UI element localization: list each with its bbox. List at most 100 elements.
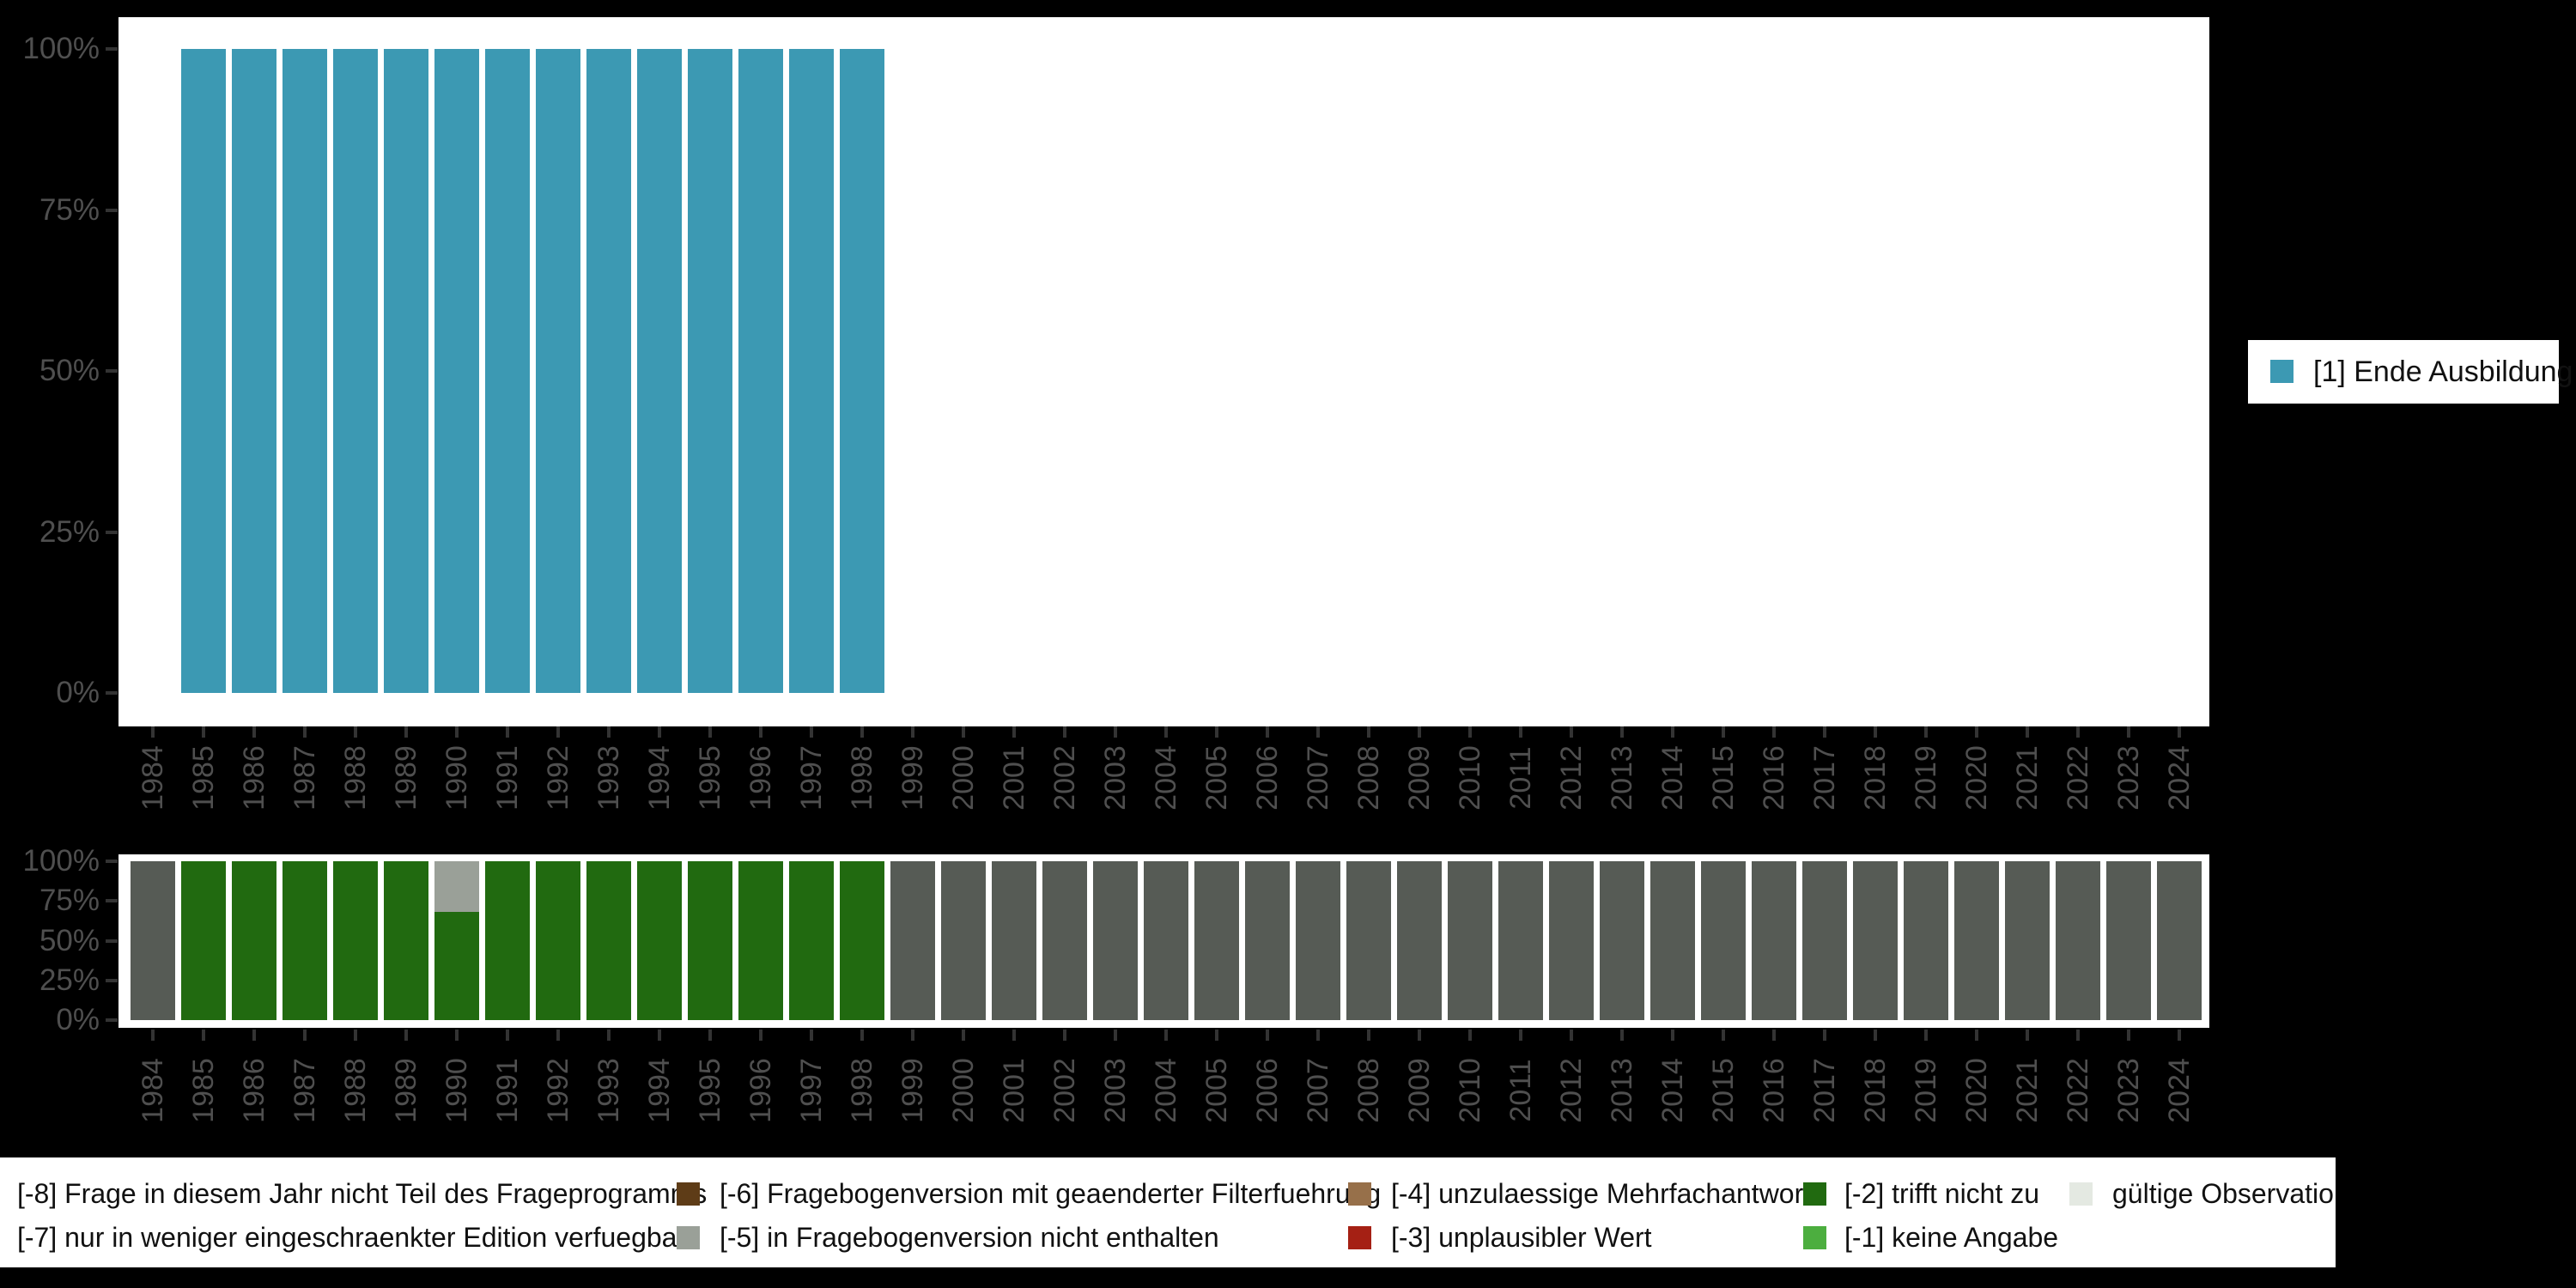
missing-bar-segment-1985 <box>181 861 226 1020</box>
legend-swatch <box>677 1225 700 1249</box>
missing-bar-segment-2018 <box>1853 861 1898 1020</box>
x-tick-label: 2010 <box>1454 1058 1486 1123</box>
x-tick <box>151 1030 155 1041</box>
x-tick-label: 2011 <box>1504 746 1537 810</box>
value-bar-1989 <box>384 49 428 693</box>
legend-label: [-5] in Fragebogenversion nicht enthalte… <box>720 1222 1219 1253</box>
missing-bar-segment-2014 <box>1650 861 1695 1020</box>
missing-bar-segment-2000 <box>941 861 986 1020</box>
x-tick-label: 2003 <box>1099 1058 1132 1123</box>
x-tick <box>556 726 560 738</box>
x-tick <box>303 1030 307 1041</box>
y-tick-label: 75% <box>39 884 100 918</box>
x-tick <box>759 726 762 738</box>
x-tick-label: 2010 <box>1454 745 1486 811</box>
missing-bar-segment-2011 <box>1498 861 1543 1020</box>
value-bar-1990 <box>434 49 479 693</box>
x-tick <box>810 1030 813 1041</box>
x-tick <box>1570 726 1573 738</box>
x-tick-label: 1985 <box>187 1058 220 1123</box>
x-tick-label: 2024 <box>2163 1058 2196 1123</box>
missing-bar-segment-2010 <box>1448 861 1492 1020</box>
x-tick <box>2178 1030 2181 1041</box>
x-tick-label: 2018 <box>1859 745 1892 811</box>
x-tick-label: 2005 <box>1200 745 1233 811</box>
x-tick-label: 1998 <box>846 1058 878 1123</box>
x-tick <box>151 726 155 738</box>
x-tick-label: 1990 <box>440 745 473 811</box>
x-tick-label: 2012 <box>1555 1058 1588 1123</box>
x-tick <box>708 726 712 738</box>
x-tick <box>354 1030 357 1041</box>
x-tick-label: 2019 <box>1910 1058 1942 1123</box>
x-tick-label: 2023 <box>2112 745 2145 811</box>
y-tick <box>106 1018 118 1022</box>
x-tick-label: 1986 <box>238 745 270 811</box>
x-tick-label: 2016 <box>1758 745 1790 811</box>
x-tick <box>1012 1030 1016 1041</box>
y-tick-label: 50% <box>39 923 100 957</box>
x-tick-label: 1996 <box>744 745 777 811</box>
missing-bar-segment-2005 <box>1194 861 1239 1020</box>
x-tick <box>911 1030 914 1041</box>
x-tick-label: 2022 <box>2062 745 2094 811</box>
x-tick <box>1316 726 1320 738</box>
x-tick <box>252 1030 256 1041</box>
x-tick <box>2178 726 2181 738</box>
x-tick-label: 1994 <box>643 745 676 811</box>
value-bar-1998 <box>840 49 884 693</box>
x-tick <box>810 726 813 738</box>
missing-bar-segment-2020 <box>1954 861 1999 1020</box>
x-tick-label: 2011 <box>1504 1059 1537 1122</box>
x-tick <box>1418 726 1421 738</box>
x-tick <box>962 1030 965 1041</box>
missing-bar-segment-2017 <box>1802 861 1847 1020</box>
x-tick <box>1620 726 1624 738</box>
x-tick-label: 2009 <box>1403 1058 1436 1123</box>
x-tick-label: 1994 <box>643 1058 676 1123</box>
legend-swatch <box>1348 1182 1371 1206</box>
value-bar-1996 <box>738 49 783 693</box>
x-tick <box>1671 1030 1674 1041</box>
x-tick <box>1266 1030 1269 1041</box>
x-tick-label: 1997 <box>795 745 828 811</box>
x-tick-label: 2007 <box>1302 1058 1334 1123</box>
x-tick-label: 2020 <box>1960 745 1993 811</box>
x-tick-label: 2013 <box>1606 745 1638 811</box>
x-tick-label: 2024 <box>2163 745 2196 811</box>
x-tick <box>2026 1030 2029 1041</box>
value-bar-1985 <box>181 49 226 693</box>
y-tick-label: 0% <box>56 1003 100 1036</box>
x-tick-label: 2006 <box>1251 745 1284 811</box>
missing-bar-segment-1997 <box>789 861 834 1020</box>
y-tick-label: 100% <box>22 32 100 65</box>
x-tick <box>1367 726 1370 738</box>
missing-bar-segment-1990 <box>434 912 479 1020</box>
y-tick-label: 100% <box>22 844 100 878</box>
x-tick-label: 1987 <box>289 1058 321 1123</box>
x-tick-label: 1989 <box>390 1058 422 1123</box>
x-tick-label: 1989 <box>390 745 422 811</box>
x-tick-label: 1987 <box>289 745 321 811</box>
values-chart-panel <box>118 17 2209 726</box>
legend-label: gültige Observationen <box>2112 1178 2336 1209</box>
x-tick <box>404 726 408 738</box>
x-tick-label: 2015 <box>1707 745 1740 811</box>
missing-bar-segment-1999 <box>890 861 935 1020</box>
legend-swatch <box>677 1182 700 1206</box>
y-tick-label: 75% <box>39 192 100 227</box>
x-tick-label: 1992 <box>542 745 574 811</box>
x-tick-label: 2007 <box>1302 745 1334 811</box>
y-tick <box>106 691 118 695</box>
x-tick-label: 2021 <box>2011 1058 2044 1123</box>
legend-label: [-2] trifft nicht zu <box>1844 1178 2040 1209</box>
missing-bar-segment-1991 <box>485 861 530 1020</box>
x-tick <box>455 1030 459 1041</box>
legend-swatch-ende-ausbildung <box>2270 360 2293 383</box>
x-tick <box>1722 726 1725 738</box>
x-tick-label: 2013 <box>1606 1058 1638 1123</box>
y-tick <box>106 47 118 51</box>
x-tick <box>1975 1030 1978 1041</box>
value-bar-1991 <box>485 49 530 693</box>
x-tick-label: 1984 <box>137 1058 169 1123</box>
